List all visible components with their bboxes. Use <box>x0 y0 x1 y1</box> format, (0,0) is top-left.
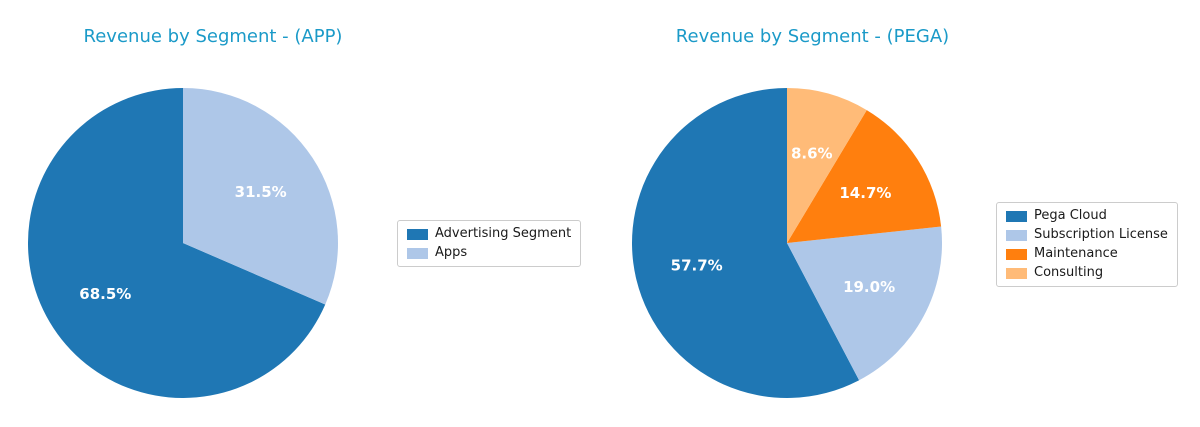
legend-item-advertising-segment: Advertising Segment <box>407 227 571 241</box>
pie-slice-apps <box>183 88 338 305</box>
legend-label: Maintenance <box>1034 246 1118 261</box>
pie-chart-app: 68.5% 31.5% <box>27 88 338 398</box>
pie-slice-maintenance <box>787 110 942 243</box>
pct-label-apps: 31.5% <box>235 183 287 201</box>
pie-slice-subscription-license <box>787 226 943 381</box>
legend-item-maintenance: Maintenance <box>1006 247 1168 261</box>
pct-label-subscription-license: 19.0% <box>843 278 895 296</box>
pct-label-consulting: 8.6% <box>791 144 833 162</box>
pie-svg: 57.7% 19.0% 14.7% 8.6% <box>631 88 943 398</box>
legend-label: Consulting <box>1034 265 1104 280</box>
legend-label: Advertising Segment <box>435 226 572 241</box>
legend-label: Subscription License <box>1034 227 1168 242</box>
pie-slice-pega-cloud <box>631 88 860 398</box>
legend-item-consulting: Consulting <box>1006 266 1168 280</box>
legend-pega: Pega Cloud Subscription License Maintenanc… <box>996 202 1178 287</box>
chart-title-pega: Revenue by Segment - (PEGA) <box>675 26 950 47</box>
legend-swatch-apps <box>407 247 428 259</box>
chart-title-app: Revenue by Segment - (APP) <box>83 26 343 47</box>
pie-svg: 68.5% 31.5% <box>27 88 338 398</box>
legend-swatch-subscription-license <box>1006 229 1027 241</box>
pct-label-advertising-segment: 68.5% <box>79 285 131 303</box>
legend-item-subscription-license: Subscription License <box>1006 228 1168 242</box>
legend-swatch-consulting <box>1006 267 1027 279</box>
legend-item-apps: Apps <box>407 246 571 260</box>
legend-swatch-pega-cloud <box>1006 210 1027 222</box>
legend-app: Advertising Segment Apps <box>397 220 582 267</box>
pie-slice-consulting <box>787 88 867 243</box>
pie-chart-pega: 57.7% 19.0% 14.7% 8.6% <box>631 88 943 398</box>
pie-slice-advertising-segment <box>27 88 326 398</box>
legend-swatch-advertising-segment <box>407 228 428 240</box>
pct-label-pega-cloud: 57.7% <box>671 256 723 274</box>
legend-label: Pega Cloud <box>1034 208 1107 223</box>
legend-swatch-maintenance <box>1006 248 1027 260</box>
legend-label: Apps <box>435 245 468 260</box>
legend-item-pega-cloud: Pega Cloud <box>1006 209 1168 223</box>
pct-label-maintenance: 14.7% <box>839 184 891 202</box>
